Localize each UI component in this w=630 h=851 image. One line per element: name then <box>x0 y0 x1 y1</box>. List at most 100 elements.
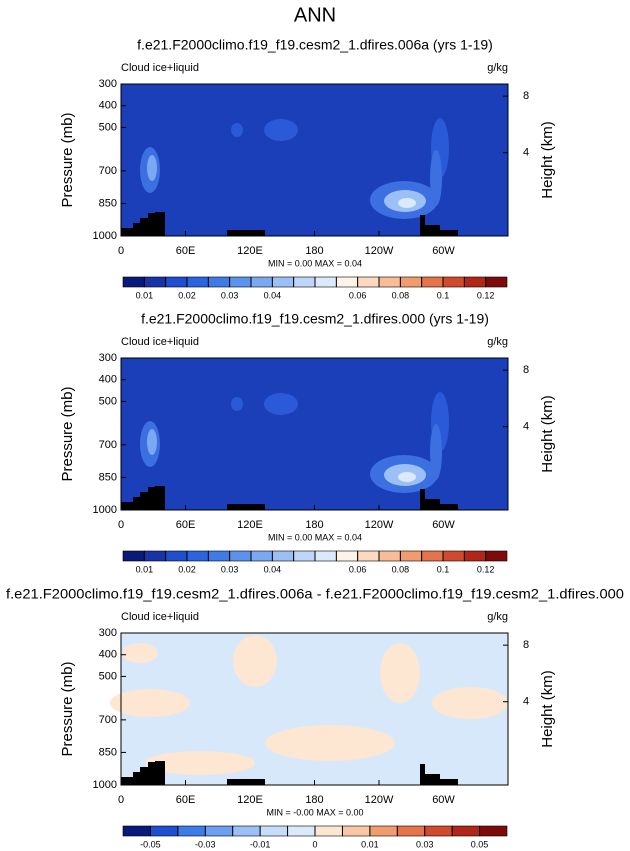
topography <box>420 489 458 510</box>
contour-region <box>264 393 298 415</box>
y-tick-label: 700 <box>99 165 117 177</box>
colorbar-box <box>378 276 401 288</box>
colorbar-label: 0.1 <box>437 564 450 574</box>
topography <box>227 779 265 785</box>
contour-background <box>121 84 508 236</box>
y-tick-label: 850 <box>99 471 117 483</box>
y-tick-label: 1000 <box>93 504 117 516</box>
colorbar-label: 0.03 <box>416 839 434 849</box>
contour-region <box>231 123 243 137</box>
x-tick-label: 60W <box>432 519 455 531</box>
y-tick-label: 400 <box>99 100 117 112</box>
topography <box>121 761 165 785</box>
x-tick-label: 60W <box>432 794 455 806</box>
colorbar-box <box>400 276 422 288</box>
x-tick-label: 60E <box>176 245 196 257</box>
colorbar-box <box>165 276 188 288</box>
x-tick-label: 120E <box>237 794 263 806</box>
contour-field <box>110 633 508 785</box>
colorbar-box <box>314 550 337 562</box>
colorbar-label: 0.01 <box>136 564 154 574</box>
y-axis-label: Pressure (mb) <box>59 661 76 756</box>
colorbar-label: 0.08 <box>392 290 410 300</box>
topography <box>227 504 265 510</box>
contour-region <box>110 689 190 717</box>
contour-region <box>122 643 158 663</box>
colorbar-box <box>186 550 209 562</box>
x-tick-label: 0 <box>118 245 124 257</box>
left-label: Cloud ice+liquid <box>121 336 199 348</box>
y-tick-label: 1000 <box>93 230 117 242</box>
colorbar-box <box>314 825 343 837</box>
topography <box>227 230 265 236</box>
y-tick-label: 300 <box>99 352 117 364</box>
y-tick-label: 850 <box>99 197 117 209</box>
y2-tick-label: 8 <box>523 639 529 651</box>
y-tick-label: 700 <box>99 439 117 451</box>
contour-region <box>147 429 157 455</box>
y-tick-label: 400 <box>99 374 117 386</box>
y-axis-label: Pressure (mb) <box>59 112 76 207</box>
x-tick-label: 120W <box>365 519 394 531</box>
x-tick-label: 60W <box>432 245 455 257</box>
colorbar-box <box>485 550 508 562</box>
contour-field <box>121 84 508 236</box>
panel-title: f.e21.F2000climo.f19_f19.cesm2_1.dfires.… <box>6 586 624 602</box>
colorbar-box <box>421 276 444 288</box>
colorbar-label: 0 <box>312 839 317 849</box>
contour-region <box>398 198 416 208</box>
contour-region <box>265 725 395 761</box>
topography <box>420 764 458 785</box>
colorbar-box <box>208 550 230 562</box>
colorbar-box <box>479 825 508 837</box>
panel-title: f.e21.F2000climo.f19_f19.cesm2_1.dfires.… <box>141 311 489 327</box>
contour-region <box>145 751 255 775</box>
colorbar-box <box>336 276 358 288</box>
colorbar-box <box>272 276 294 288</box>
colorbar-box <box>293 276 316 288</box>
x-tick-label: 120W <box>365 794 394 806</box>
colorbar-label: 0.1 <box>437 290 450 300</box>
colorbar-box <box>232 825 261 837</box>
contour-region <box>231 397 243 411</box>
y-tick-label: 850 <box>99 746 117 758</box>
topography <box>121 486 165 510</box>
colorbar-box <box>400 550 422 562</box>
colorbar-label: 0.03 <box>221 290 239 300</box>
contour-region <box>147 155 157 181</box>
colorbar-label: 0.08 <box>392 564 410 574</box>
colorbar-box <box>369 825 398 837</box>
colorbar-box <box>208 276 230 288</box>
x-tick-label: 120W <box>365 245 394 257</box>
page-title: ANN <box>294 4 336 26</box>
x-tick-label: 60E <box>176 519 196 531</box>
colorbar-box <box>336 550 358 562</box>
colorbar-label: 0.12 <box>477 564 495 574</box>
colorbar-label: 0.04 <box>264 290 282 300</box>
contour-region <box>233 635 277 687</box>
contour-region <box>398 472 416 482</box>
colorbar-label: -0.05 <box>140 839 161 849</box>
x-tick-label: 180 <box>305 794 323 806</box>
x-tick-label: 0 <box>118 519 124 531</box>
colorbar-box <box>186 276 209 288</box>
left-label: Cloud ice+liquid <box>121 611 199 623</box>
x-tick-label: 180 <box>305 519 323 531</box>
y-tick-label: 500 <box>99 670 117 682</box>
colorbar-box <box>122 276 145 288</box>
colorbar-box <box>424 825 453 837</box>
colorbar-box <box>250 550 273 562</box>
topography <box>121 212 165 236</box>
x-tick-label: 0 <box>118 794 124 806</box>
colorbar-box <box>314 276 337 288</box>
y-tick-label: 500 <box>99 121 117 133</box>
y2-tick-label: 4 <box>523 421 529 433</box>
x-tick-label: 120E <box>237 519 263 531</box>
y-tick-label: 300 <box>99 78 117 90</box>
left-label: Cloud ice+liquid <box>121 62 199 74</box>
y2-axis-label: Height (km) <box>539 121 556 199</box>
contour-field <box>121 358 508 510</box>
topography <box>420 215 458 236</box>
colorbar-label: -0.03 <box>195 839 216 849</box>
x-tick-label: 120E <box>237 245 263 257</box>
